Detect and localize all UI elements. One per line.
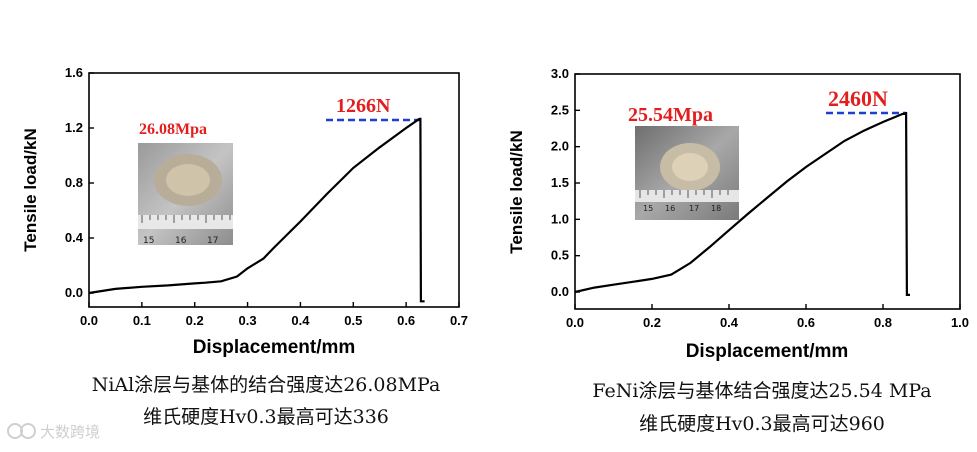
chart-nial-xlabel: Displacement/mm [193,337,356,358]
chart-feni-xtick-label: 0.2 [643,315,661,330]
watermark: 大数跨境 [7,423,100,441]
watermark-logo-icon [7,423,23,439]
chart-nial-ytick-label: 0.0 [65,285,83,300]
chart-feni-specimen-photo: 15 16 17 18 [635,126,739,220]
chart-feni-xlabel: Displacement/mm [686,341,849,362]
chart-nial-xtick-label: 0.3 [239,313,257,328]
chart-feni-peak-label: 2460N [828,86,888,111]
chart-feni-strength-label: 25.54Mpa [628,104,713,126]
chart-nial-xtick-label: 0.4 [291,313,310,328]
chart-feni-ticks: 0.0 0.2 0.4 0.6 0.8 1.0 0.0 0.5 1.0 1.5 2.0 2.5 3.0 [551,66,969,330]
svg-text:18: 18 [711,204,721,213]
svg-text:15: 15 [143,236,154,246]
chart-nial: 0.0 0.1 0.2 0.3 0.4 0.5 0.6 0.70.00.40.81.21.6 … [21,65,468,428]
watermark-text: 大数跨境 [40,423,100,441]
chart-nial-peak-label: 1266N [336,95,391,117]
chart-feni-ytick-label: 1.5 [551,175,569,190]
chart-nial-ytick-label: 0.4 [65,230,84,245]
chart-nial-ytick-label: 1.2 [65,120,83,135]
chart-nial-specimen-photo: 15 16 17 [138,143,233,246]
chart-nial-ticks: 0.0 0.1 0.2 0.3 0.4 0.5 0.6 0.7 0.0 0.4 0.8 1.2 1.6 [65,65,468,328]
chart-nial-xtick-label: 0.6 [397,313,415,328]
chart-nial-xtick-label: 0.0 [80,313,98,328]
svg-text:17: 17 [689,204,699,213]
chart-feni-curve [574,111,910,296]
svg-text:16: 16 [665,204,675,213]
chart-feni-ytick-label: 0.0 [551,284,569,299]
chart-feni-ytick-label: 0.5 [551,248,569,263]
svg-text:15: 15 [643,204,653,213]
chart-nial-caption-line1: NiAl涂层与基体的结合强度达26.08MPa [92,374,441,396]
chart-feni-xtick-label: 0.8 [874,315,892,330]
chart-feni-xtick-label: 0.6 [797,315,815,330]
svg-text:17: 17 [207,236,218,246]
chart-feni-ytick-label: 1.0 [551,211,569,226]
chart-nial-plot-frame [88,72,460,308]
chart-feni: 0.0 0.2 0.4 0.6 0.8 1.00.00.51.01.52.02.53.0 … [507,66,969,435]
chart-feni-plot-frame [574,73,961,310]
chart-nial-xtick-label: 0.7 [450,313,468,328]
chart-nial-xtick-label: 0.2 [186,313,204,328]
chart-nial-xtick-label: 0.1 [133,313,151,328]
watermark-logo-icon-2 [20,423,36,439]
chart-feni-caption-line2: 维氏硬度Hv0.3最高可达960 [639,413,885,435]
chart-nial-curve [88,117,425,303]
chart-feni-ylabel: Tensile load/kN [507,130,526,253]
chart-feni-caption-line1: FeNi涂层与基体结合强度达25.54 MPa [592,380,931,402]
chart-nial-ytick-label: 1.6 [65,65,83,80]
chart-nial-strength-label: 26.08Mpa [139,121,207,138]
chart-nial-ylabel: Tensile load/kN [21,128,40,251]
chart-feni-ytick-label: 2.5 [551,102,569,117]
chart-feni-xtick-label: 0.4 [720,315,739,330]
chart-feni-ytick-label: 2.0 [551,139,569,154]
chart-nial-ytick-label: 0.8 [65,175,83,190]
chart-feni-xtick-label: 1.0 [951,315,969,330]
chart-nial-xtick-label: 0.5 [344,313,362,328]
chart-feni-ytick-label: 3.0 [551,66,569,81]
chart-nial-caption-line2: 维氏硬度Hv0.3最高可达336 [143,406,389,428]
svg-text:16: 16 [175,236,187,246]
chart-feni-xtick-label: 0.0 [566,315,584,330]
